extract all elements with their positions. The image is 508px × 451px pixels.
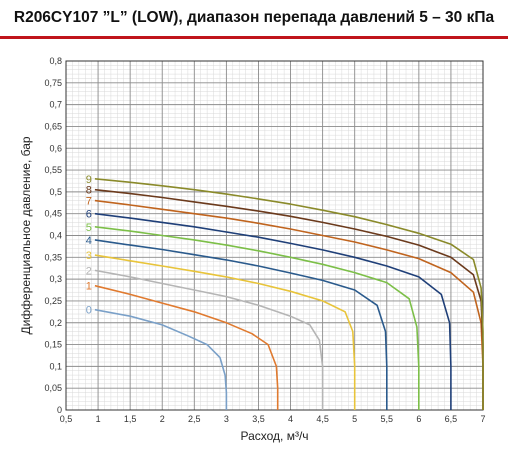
y-tick-label: 0,55 [44, 165, 62, 175]
x-tick-labels: 0,5 1 1,5 2 2,5 3 3,5 4 4,5 5 5,5 6 6,5 7 [60, 414, 486, 424]
y-tick-labels: 0 0,05 0,1 0,15 0,2 0,25 0,3 0,35 0,4 0,45 0,5 0,55… [44, 56, 62, 415]
x-tick-label: 3,5 [252, 414, 265, 424]
series-label-9: 9 [86, 174, 92, 186]
chart-title: R206CY107 ”L” (LOW), диапазон перепада д… [13, 9, 495, 26]
y-tick-label: 0,4 [49, 231, 62, 241]
x-tick-label: 3 [224, 414, 229, 424]
y-tick-label: 0,35 [44, 252, 62, 262]
plot-border [65, 60, 484, 411]
y-tick-label: 0,45 [44, 209, 62, 219]
y-tick-label: 0,5 [49, 187, 62, 197]
series-label-2: 2 [86, 265, 92, 277]
y-tick-label: 0,1 [49, 361, 62, 371]
y-tick-label: 0,25 [44, 296, 62, 306]
series-label-0: 0 [86, 305, 92, 317]
series-label-4: 4 [86, 235, 92, 247]
y-tick-label: 0,7 [49, 100, 62, 110]
series-label-8: 8 [86, 185, 92, 197]
y-tick-label: 0,2 [49, 318, 62, 328]
series-lines [94, 178, 484, 410]
x-tick-label: 6 [416, 414, 421, 424]
title-bar: R206CY107 ”L” (LOW), диапазон перепада д… [0, 0, 508, 39]
x-tick-label: 2,5 [188, 414, 201, 424]
x-tick-label: 7 [480, 414, 485, 424]
y-tick-label: 0,75 [44, 78, 62, 88]
x-tick-label: 0,5 [60, 414, 73, 424]
y-tick-label: 0,05 [44, 383, 62, 393]
series-line-2 [94, 269, 324, 410]
series-line-9 [94, 178, 484, 410]
y-tick-label: 0,6 [49, 143, 62, 153]
x-tick-label: 2 [160, 414, 165, 424]
y-tick-label: 0,15 [44, 340, 62, 350]
title-divider [0, 36, 508, 39]
y-tick-label: 0,8 [49, 56, 62, 66]
series-label-5: 5 [86, 222, 92, 234]
y-tick-label: 0,65 [44, 121, 62, 131]
series-line-0 [94, 308, 228, 410]
x-tick-label: 4 [288, 414, 293, 424]
x-tick-label: 1,5 [124, 414, 137, 424]
series-line-1 [94, 284, 279, 410]
series-label-7: 7 [86, 196, 92, 208]
series-line-7 [94, 199, 484, 410]
x-tick-label: 5 [352, 414, 357, 424]
x-tick-label: 6,5 [445, 414, 458, 424]
series-line-5 [94, 226, 420, 410]
y-axis-title: Дифференциальное давление, бар [19, 136, 33, 334]
y-tick-label: 0 [57, 405, 62, 415]
x-tick-label: 1 [96, 414, 101, 424]
x-tick-label: 4,5 [316, 414, 329, 424]
y-tick-label: 0,3 [49, 274, 62, 284]
series-line-6 [94, 212, 452, 410]
series-label-1: 1 [86, 281, 92, 293]
x-axis-title: Расход, м³/ч [240, 429, 308, 443]
series-label-3: 3 [86, 250, 92, 262]
series-line-4 [94, 239, 388, 410]
series-label-6: 6 [86, 209, 92, 221]
series-line-3 [94, 254, 356, 410]
x-tick-label: 5,5 [381, 414, 394, 424]
series-line-8 [94, 188, 484, 410]
